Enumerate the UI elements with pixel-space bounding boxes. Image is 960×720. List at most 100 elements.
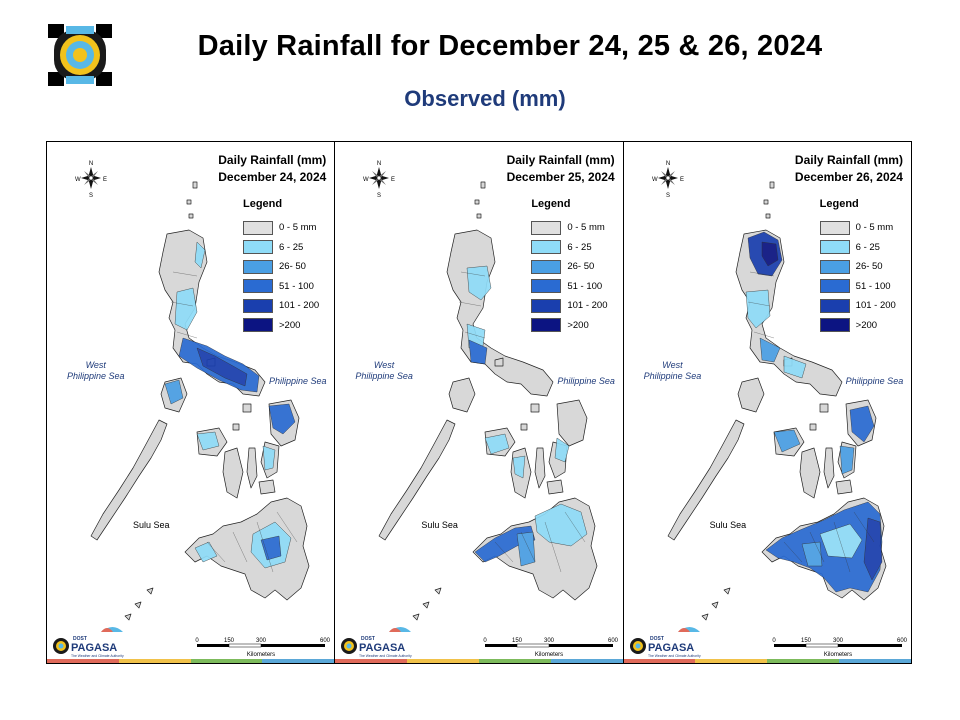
compass-n: N	[89, 161, 93, 167]
compass-w: W	[363, 177, 369, 183]
panel-title-line1: Daily Rainfall (mm)	[794, 153, 903, 167]
west-philippine-sea-label: West Philippine Sea	[67, 360, 125, 381]
rainfall-area	[164, 379, 184, 405]
svg-text:Kilometers: Kilometers	[247, 652, 275, 658]
compass-s: S	[377, 193, 381, 198]
panel-title: Daily Rainfall (mm) December 26, 2024	[795, 152, 903, 186]
palawan-island	[378, 419, 456, 541]
pagasa-seal-icon	[46, 22, 114, 88]
legend-label: >200	[855, 319, 878, 331]
legend-swatch	[243, 220, 273, 235]
panel-title: Daily Rainfall (mm) December 25, 2024	[507, 152, 615, 186]
legend-label: 0 - 5 mm	[279, 222, 317, 234]
rainfall-area	[469, 339, 488, 365]
bohol-island	[258, 479, 276, 495]
mindanao-island	[184, 497, 310, 601]
sulu-sea-label: Sulu Sea	[709, 520, 747, 530]
legend-row: 101 - 200	[819, 296, 896, 316]
legend-label: 101 - 200	[855, 300, 896, 312]
legend-swatch	[243, 240, 273, 255]
compass-e: E	[391, 177, 395, 183]
svg-text:0: 0	[484, 638, 488, 644]
legend-swatch	[819, 240, 850, 255]
compass-n: N	[665, 161, 669, 167]
legend-label: 26- 50	[567, 261, 595, 273]
compass-s: S	[666, 193, 670, 198]
compass-e: E	[103, 177, 107, 183]
footer-color-stripe	[623, 659, 911, 663]
mindoro-island	[448, 377, 476, 413]
rainfall-area	[196, 431, 220, 451]
cebu-island	[534, 447, 546, 489]
legend-swatch	[531, 220, 562, 235]
pagasa-logo: DOST PAGASA The Weather and Climate Auth…	[53, 627, 124, 658]
legend-row: 0 - 5 mm	[819, 218, 896, 238]
rainfall-area	[801, 541, 822, 567]
mindoro-island	[737, 377, 765, 413]
philippines-rainfall-map	[90, 181, 310, 621]
map-panel-dec-26: Daily Rainfall (mm) December 26, 2024 Le…	[623, 142, 911, 663]
philippines-rainfall-map	[378, 181, 598, 621]
rainfall-area	[194, 241, 206, 269]
rainfall-area	[174, 287, 198, 331]
rainfall-area	[783, 355, 806, 379]
philippine-sea-label: Philippine Sea	[269, 376, 327, 386]
map-legend: Legend 0 - 5 mm 6 - 25 26- 50 51 - 100 101 -…	[243, 198, 319, 335]
legend-row: >200	[819, 316, 896, 336]
panel-title: Daily Rainfall (mm) December 24, 2024	[218, 152, 326, 186]
legend-row: 26- 50	[243, 257, 319, 277]
svg-text:300: 300	[833, 638, 844, 644]
legend-swatch	[819, 298, 850, 313]
negros-island	[799, 447, 821, 499]
svg-text:600: 600	[320, 638, 331, 644]
legend-swatch	[243, 318, 273, 333]
rainfall-area	[260, 535, 282, 561]
svg-text:300: 300	[544, 638, 555, 644]
svg-text:The Weather and Climate Author: The Weather and Climate Authority	[71, 654, 124, 658]
legend-label: 6 - 25	[279, 241, 304, 253]
rainfall-area	[513, 455, 526, 479]
rainfall-area	[555, 437, 570, 463]
svg-text:DOST: DOST	[73, 636, 87, 642]
philippine-sea-label: Philippine Sea	[557, 376, 615, 386]
legend-swatch	[531, 298, 562, 313]
svg-text:150: 150	[512, 638, 523, 644]
legend-label: >200	[567, 319, 589, 331]
west-philippine-sea-label: West Philippine Sea	[643, 360, 702, 381]
legend-swatch	[531, 240, 562, 255]
panel-title-date: December 24, 2024	[218, 170, 327, 184]
rainfall-area	[773, 429, 800, 453]
rainfall-area	[839, 445, 854, 475]
legend-swatch	[243, 259, 273, 274]
legend-row: 0 - 5 mm	[531, 218, 607, 238]
legend-label: 101 - 200	[567, 300, 608, 312]
rainfall-area	[819, 523, 862, 559]
pagasa-logo: DOST PAGASA The Weather and Climate Auth…	[629, 627, 701, 658]
footer-color-stripe	[47, 659, 335, 663]
legend-title: Legend	[531, 198, 571, 210]
philippine-sea-label: Philippine Sea	[845, 376, 904, 386]
compass-n: N	[377, 161, 381, 167]
bohol-island	[546, 479, 564, 495]
cebu-island	[823, 447, 835, 489]
compass-rose-icon: N S W E	[363, 161, 395, 198]
legend-title: Legend	[243, 198, 283, 210]
svg-text:600: 600	[897, 638, 908, 644]
panel-title-date: December 26, 2024	[794, 170, 903, 184]
page-subtitle: Observed (mm)	[404, 86, 566, 111]
legend-title: Legend	[819, 198, 859, 210]
legend-label: 51 - 100	[567, 280, 603, 292]
legend-row: 101 - 200	[243, 296, 319, 316]
footer-color-stripe	[335, 659, 623, 663]
legend-swatch	[531, 259, 562, 274]
legend-row: 51 - 100	[819, 277, 896, 297]
map-panel-dec-25: Daily Rainfall (mm) December 25, 2024 Le…	[335, 142, 624, 663]
svg-text:The Weather and Climate Author: The Weather and Climate Authority	[648, 654, 701, 658]
legend-label: 0 - 5 mm	[855, 222, 894, 234]
legend-swatch	[819, 318, 850, 333]
legend-swatch	[531, 318, 562, 333]
svg-text:600: 600	[608, 638, 619, 644]
cebu-island	[246, 447, 258, 489]
rainfall-area	[849, 405, 874, 443]
map-legend: Legend 0 - 5 mm 6 - 25 26- 50 51 - 100 101 -…	[819, 198, 896, 336]
